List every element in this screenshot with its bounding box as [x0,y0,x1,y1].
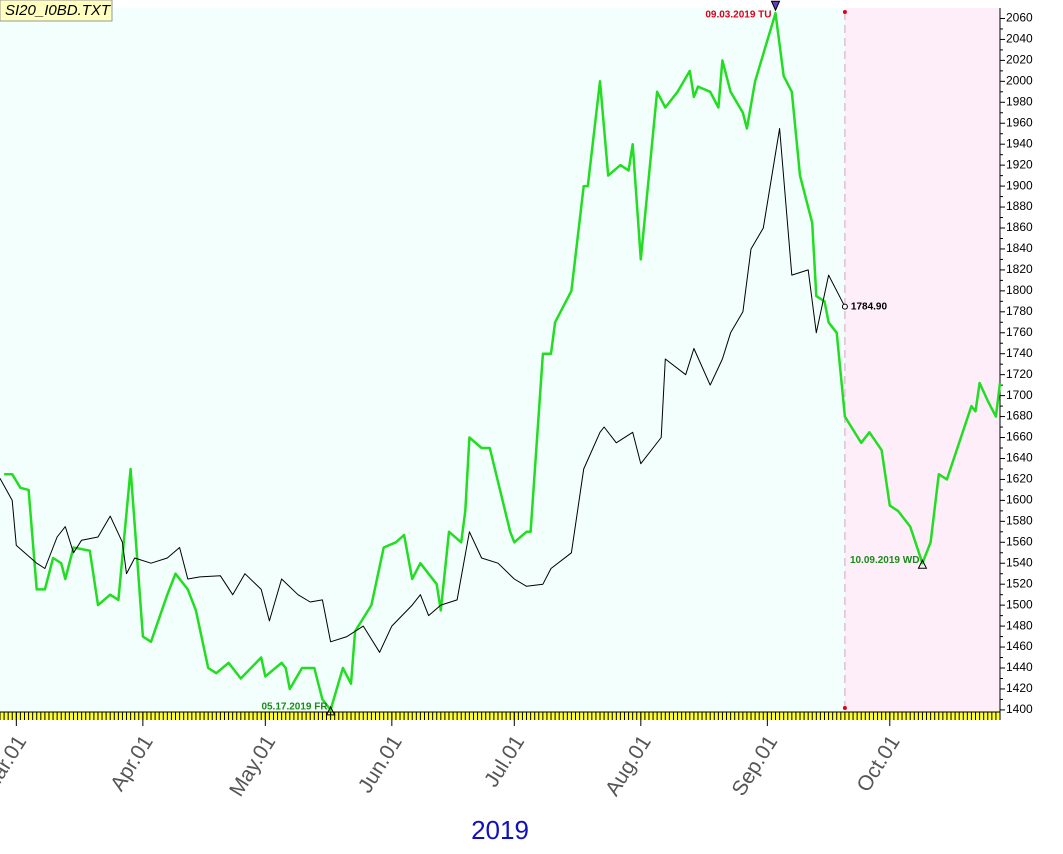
y-tick-label: 1800 [1006,283,1033,297]
trough-marker [917,559,928,569]
y-tick-label: 1740 [1006,346,1033,360]
y-tick-label: 1660 [1006,430,1033,444]
y-tick-label: 1960 [1006,115,1033,129]
y-tick-label: 2060 [1006,11,1033,25]
annotation: 09.03.2019 TU [705,10,771,21]
forecast-dot [842,10,847,14]
y-tick-label: 1720 [1006,367,1033,381]
y-tick-label: 1940 [1006,136,1033,150]
price-line [4,11,1002,712]
y-tick-label: 1820 [1006,262,1033,276]
y-tick-label: 1580 [1006,514,1033,528]
x-tick-label: May.01 [225,731,280,800]
y-tick-label: 1920 [1006,157,1033,171]
y-tick-label: 1420 [1006,681,1033,695]
y-tick-label: 1480 [1006,618,1033,632]
y-tick-label: 1840 [1006,241,1033,255]
x-tick-label: Aug.01 [601,731,656,800]
annotation: 10.09.2019 WD [850,555,920,566]
y-tick-label: 1680 [1006,409,1033,423]
trough-marker [325,705,336,716]
x-tick-label: Jul.01 [480,731,529,791]
chart-title: SI20_I0BD.TXT [5,2,112,19]
y-tick-label: 1500 [1006,597,1033,611]
y-tick-label: 1600 [1006,493,1033,507]
y-tick-label: 1860 [1006,220,1033,234]
annotation: 05.17.2019 FR [261,702,328,713]
x-axis-band [0,712,1000,720]
y-tick-label: 1780 [1006,304,1033,318]
y-tick-label: 1880 [1006,199,1033,213]
last-value-marker [841,303,848,310]
y-tick-label: 1520 [1006,576,1033,590]
y-tick-label: 1460 [1006,639,1033,653]
forecast-dot [842,706,847,710]
y-tick-label: 2020 [1006,53,1033,67]
x-tick-label: Oct.01 [852,731,904,796]
price-line [0,128,846,653]
y-tick-label: 1640 [1006,451,1033,465]
x-tick-label: Jun.01 [354,731,407,797]
y-tick-label: 2000 [1006,74,1033,88]
y-tick-label: 1560 [1006,534,1033,548]
x-tick-label: Sep.01 [728,731,783,800]
y-tick-label: 1540 [1006,555,1033,569]
y-tick-label: 1620 [1006,472,1033,486]
x-tick-label: Mar.01 [0,731,31,798]
y-tick-label: 1980 [1006,94,1033,108]
y-tick-label: 1700 [1006,388,1033,402]
y-tick-label: 1400 [1006,702,1033,716]
forecast-region [844,8,1000,712]
peak-marker [770,0,781,12]
y-tick-label: 1900 [1006,178,1033,192]
title-box [0,0,113,22]
y-tick-label: 1440 [1006,660,1033,674]
annotation: 1784.90 [851,301,888,312]
y-tick-label: 1760 [1006,325,1033,339]
y-tick-label: 2040 [1006,32,1033,46]
x-axis-label: 2019 [471,815,529,845]
x-tick-label: Apr.01 [106,731,158,795]
